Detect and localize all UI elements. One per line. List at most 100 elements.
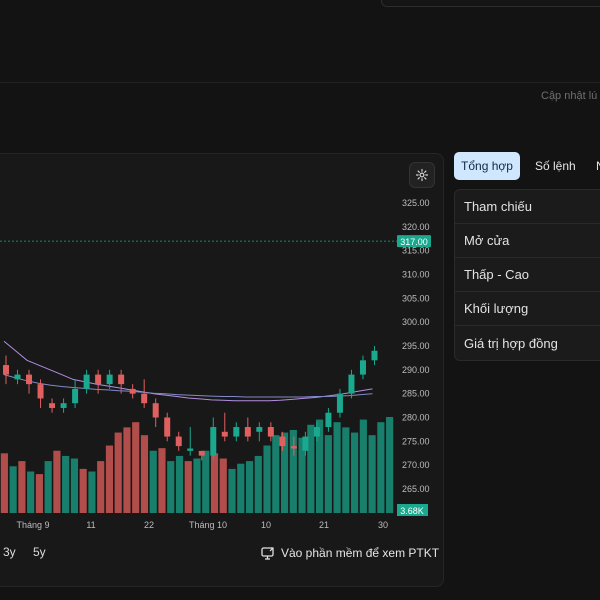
y-axis-tick: 290.00: [402, 365, 430, 375]
candle-body: [14, 374, 21, 380]
x-axis-tick: 11: [86, 520, 95, 530]
y-axis-tick: 265.00: [402, 484, 430, 494]
candle-body: [37, 384, 44, 399]
open-ta-software-link[interactable]: Vào phần mềm để xem PTKT: [261, 546, 439, 560]
moving-average-line: [3, 374, 373, 398]
volume-bar: [298, 437, 306, 513]
x-axis-tick: Tháng 9: [16, 520, 49, 530]
volume-bar: [88, 471, 96, 513]
last-price-label: 317.00: [400, 237, 428, 247]
volume-bar: [184, 461, 192, 513]
volume-bar: [9, 466, 17, 513]
candle-body: [336, 393, 343, 413]
price-chart[interactable]: 317.00 265.00 270.00 275.00 280.00 285.00 290.…: [0, 190, 440, 530]
candle-body: [164, 417, 171, 437]
summary-info-panel: Tham chiếu Mở cửa Thấp - Cao Khối lượng …: [454, 189, 600, 361]
candle-body: [187, 448, 194, 451]
info-row-open: Mở cửa: [455, 224, 600, 258]
chart-panel: [0, 153, 444, 587]
tab-summary[interactable]: Tổng hợp: [454, 152, 520, 180]
y-axis-tick: 275.00: [402, 436, 430, 446]
volume-bar: [79, 468, 87, 513]
candle-body: [279, 436, 286, 447]
info-row-low-high: Thấp - Cao: [455, 258, 600, 292]
volume-bar: [368, 435, 376, 513]
tab-next-partial[interactable]: N: [596, 152, 600, 180]
y-axis-tick: 315.00: [402, 246, 430, 256]
volume-bar: [359, 419, 367, 513]
external-screen-icon: [261, 546, 274, 560]
volume-bar: [27, 471, 35, 513]
open-ta-software-label: Vào phần mềm để xem PTKT: [281, 546, 440, 560]
gear-icon: [415, 168, 429, 182]
volume-bar: [123, 427, 131, 513]
volume-bar: [202, 450, 210, 513]
volume-label: 3.68K: [400, 506, 424, 516]
candle-body: [221, 431, 228, 437]
volume-bar: [245, 461, 254, 513]
volume-bar: [158, 448, 166, 513]
candle-body: [302, 436, 309, 451]
candle-body: [371, 350, 378, 361]
volume-bar: [272, 435, 280, 513]
volume-bar: [114, 432, 122, 513]
y-axis-tick: 295.00: [402, 341, 430, 351]
volume-bar: [175, 455, 184, 513]
candle-body: [325, 412, 332, 428]
volume-bar: [324, 435, 332, 513]
volume-bar: [333, 422, 341, 513]
y-axis-tick: 280.00: [402, 413, 430, 423]
y-axis-tick: 285.00: [402, 389, 430, 399]
section-divider: [0, 82, 600, 83]
y-axis-tick: 305.00: [402, 293, 430, 303]
volume-bar: [237, 463, 245, 513]
candle-body: [210, 427, 217, 456]
volume-bar: [62, 455, 70, 513]
volume-bar: [44, 461, 52, 513]
volume-bar: [35, 474, 43, 513]
candle-body: [198, 450, 205, 456]
volume-bar: [70, 458, 78, 513]
range-3y-button[interactable]: 3y: [3, 545, 16, 559]
volume-bar: [132, 422, 140, 513]
x-axis-tick: 22: [144, 520, 154, 530]
tab-orders[interactable]: Số lệnh: [535, 159, 576, 173]
volume-bar: [386, 417, 394, 513]
volume-bar: [0, 453, 8, 513]
candle-body: [3, 365, 9, 375]
updated-label: Cập nhật lú: [541, 90, 598, 102]
y-axis-tick: 300.00: [402, 317, 430, 327]
top-panel-edge: [381, 0, 600, 7]
candle-body: [256, 427, 263, 432]
volume-bar: [377, 422, 385, 513]
volume-bar: [342, 427, 350, 513]
candle-body: [313, 427, 320, 437]
info-row-contract-value: Giá trị hợp đồng: [464, 335, 558, 351]
x-axis-tick: 21: [319, 520, 329, 530]
volume-bar: [149, 450, 157, 513]
volume-bar: [105, 445, 114, 513]
volume-bar: [280, 432, 289, 513]
volume-bar: [167, 461, 175, 513]
volume-bar: [97, 461, 105, 513]
candle-body: [49, 403, 56, 408]
candle-body: [26, 374, 33, 385]
volume-bar: [316, 419, 324, 513]
volume-bar: [193, 458, 201, 513]
x-axis-tick: Tháng 10: [189, 520, 227, 530]
volume-bar: [263, 445, 271, 513]
x-axis-tick: 30: [378, 520, 388, 530]
volume-badge: [397, 504, 428, 516]
y-axis-tick: 325.00: [402, 198, 430, 208]
volume-bar: [140, 435, 149, 513]
candle-body: [129, 388, 136, 394]
y-axis-tick: 310.00: [402, 270, 430, 280]
y-axis-tick: 320.00: [402, 222, 430, 232]
range-5y-button[interactable]: 5y: [33, 545, 46, 559]
y-axis-tick: 270.00: [402, 460, 430, 470]
chart-settings-button[interactable]: [409, 162, 435, 188]
candle-body: [175, 436, 182, 447]
candle-body: [152, 403, 159, 418]
x-axis-tick: 10: [261, 520, 271, 530]
candle-body: [141, 393, 148, 404]
